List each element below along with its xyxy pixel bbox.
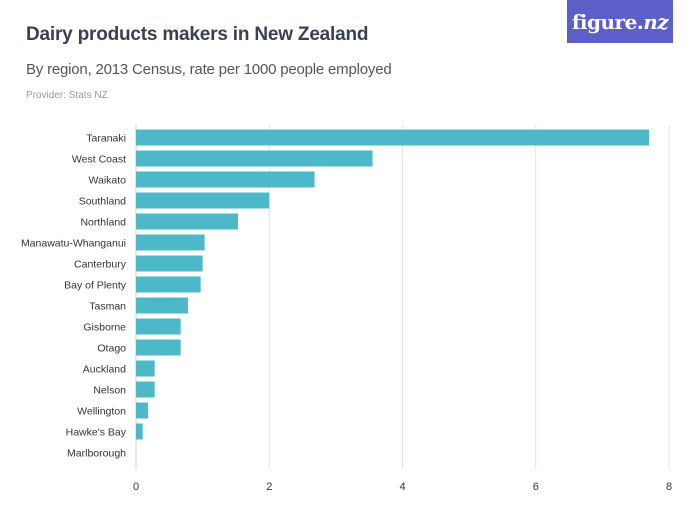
category-label: Nelson bbox=[93, 385, 126, 397]
logo-text-accent: nz bbox=[643, 9, 669, 34]
x-axis-ticks: 0 2 4 6 8 bbox=[133, 481, 672, 493]
category-label: Bay of Plenty bbox=[64, 280, 127, 292]
bar-southland[interactable] bbox=[136, 192, 270, 209]
category-label: Canterbury bbox=[74, 259, 127, 271]
category-label: Taranaki bbox=[86, 133, 126, 145]
category-label: Tasman bbox=[89, 301, 126, 313]
category-labels: Taranaki West Coast Waikato Southland Northl… bbox=[21, 133, 127, 460]
category-label: Auckland bbox=[83, 364, 126, 376]
bar-auckland[interactable] bbox=[136, 360, 155, 377]
bar-west-coast[interactable] bbox=[136, 150, 373, 167]
category-label: Manawatu-Whanganui bbox=[21, 238, 126, 250]
x-tick-label: 6 bbox=[533, 481, 539, 493]
bar-taranaki[interactable] bbox=[136, 129, 650, 146]
bar-hawke-s-bay[interactable] bbox=[136, 423, 143, 440]
bar-manawatu-whanganui[interactable] bbox=[136, 234, 205, 251]
category-label: West Coast bbox=[72, 154, 126, 166]
x-tick-label: 8 bbox=[666, 481, 672, 493]
bar-waikato[interactable] bbox=[136, 171, 315, 188]
bar-tasman[interactable] bbox=[136, 297, 188, 314]
category-label: Hawke's Bay bbox=[66, 427, 127, 439]
category-label: Marlborough bbox=[67, 448, 126, 460]
category-label: Wellington bbox=[77, 406, 126, 418]
category-label: Gisborne bbox=[83, 322, 126, 334]
bar-northland[interactable] bbox=[136, 213, 238, 230]
bar-nelson[interactable] bbox=[136, 381, 155, 398]
category-label: Southland bbox=[79, 196, 126, 208]
category-label: Otago bbox=[97, 343, 126, 355]
bar-gisborne[interactable] bbox=[136, 318, 181, 335]
category-label: Waikato bbox=[88, 175, 126, 187]
figure-nz-logo[interactable]: figure. nz bbox=[567, 0, 673, 43]
chart-title: Dairy products makers in New Zealand bbox=[26, 24, 369, 45]
category-label: Northland bbox=[80, 217, 126, 229]
bar-otago[interactable] bbox=[136, 339, 181, 356]
x-tick-label: 2 bbox=[266, 481, 272, 493]
bar-wellington[interactable] bbox=[136, 402, 148, 419]
bars bbox=[136, 129, 650, 440]
bar-bay-of-plenty[interactable] bbox=[136, 276, 201, 293]
x-tick-label: 4 bbox=[399, 481, 405, 493]
chart-subtitle: By region, 2013 Census, rate per 1000 pe… bbox=[26, 61, 392, 78]
provider-label: Provider: Stats NZ bbox=[26, 90, 108, 101]
logo-text: figure. bbox=[571, 9, 644, 34]
x-tick-label: 0 bbox=[133, 481, 139, 493]
bar-canterbury[interactable] bbox=[136, 255, 203, 272]
